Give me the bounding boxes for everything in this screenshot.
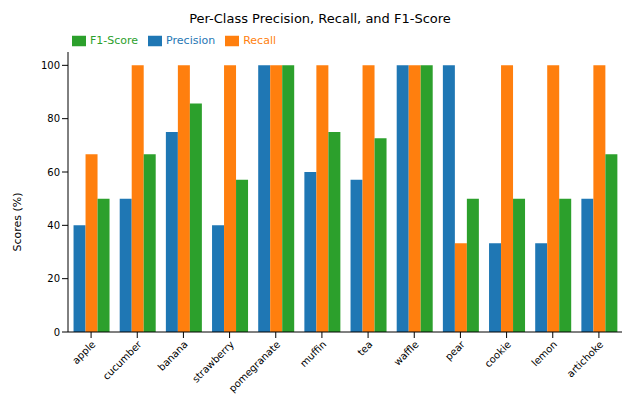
svg-text:40: 40 bbox=[47, 220, 60, 231]
svg-text:muffin: muffin bbox=[298, 339, 328, 369]
svg-text:waffle: waffle bbox=[392, 339, 421, 368]
svg-text:artichoke: artichoke bbox=[565, 339, 606, 380]
svg-text:20: 20 bbox=[47, 273, 60, 284]
svg-text:60: 60 bbox=[47, 167, 60, 178]
svg-text:strawberry: strawberry bbox=[190, 339, 236, 385]
svg-text:80: 80 bbox=[47, 113, 60, 124]
html-text:Per-Class Precision, Recall, a: Per-Class Precision, Recall, and F1-Scor… bbox=[189, 11, 451, 26]
svg-text:pomegranate: pomegranate bbox=[227, 339, 283, 395]
svg-text:pear: pear bbox=[443, 338, 467, 362]
svg-text:banana: banana bbox=[156, 339, 190, 373]
svg-text:0: 0 bbox=[54, 327, 60, 338]
svg-text:apple: apple bbox=[70, 339, 97, 366]
svg-text:tea: tea bbox=[355, 339, 374, 358]
svg-text:cookie: cookie bbox=[482, 339, 513, 370]
html-text:F1-Score: F1-Score bbox=[90, 34, 139, 47]
svg-text:100: 100 bbox=[41, 60, 60, 71]
svg-text:Scores (%): Scores (%) bbox=[11, 192, 24, 251]
html-text:Recall: Recall bbox=[243, 34, 276, 47]
svg-text:lemon: lemon bbox=[529, 339, 559, 369]
html-text:Precision: Precision bbox=[166, 34, 216, 47]
svg-text:cucumber: cucumber bbox=[101, 338, 145, 382]
